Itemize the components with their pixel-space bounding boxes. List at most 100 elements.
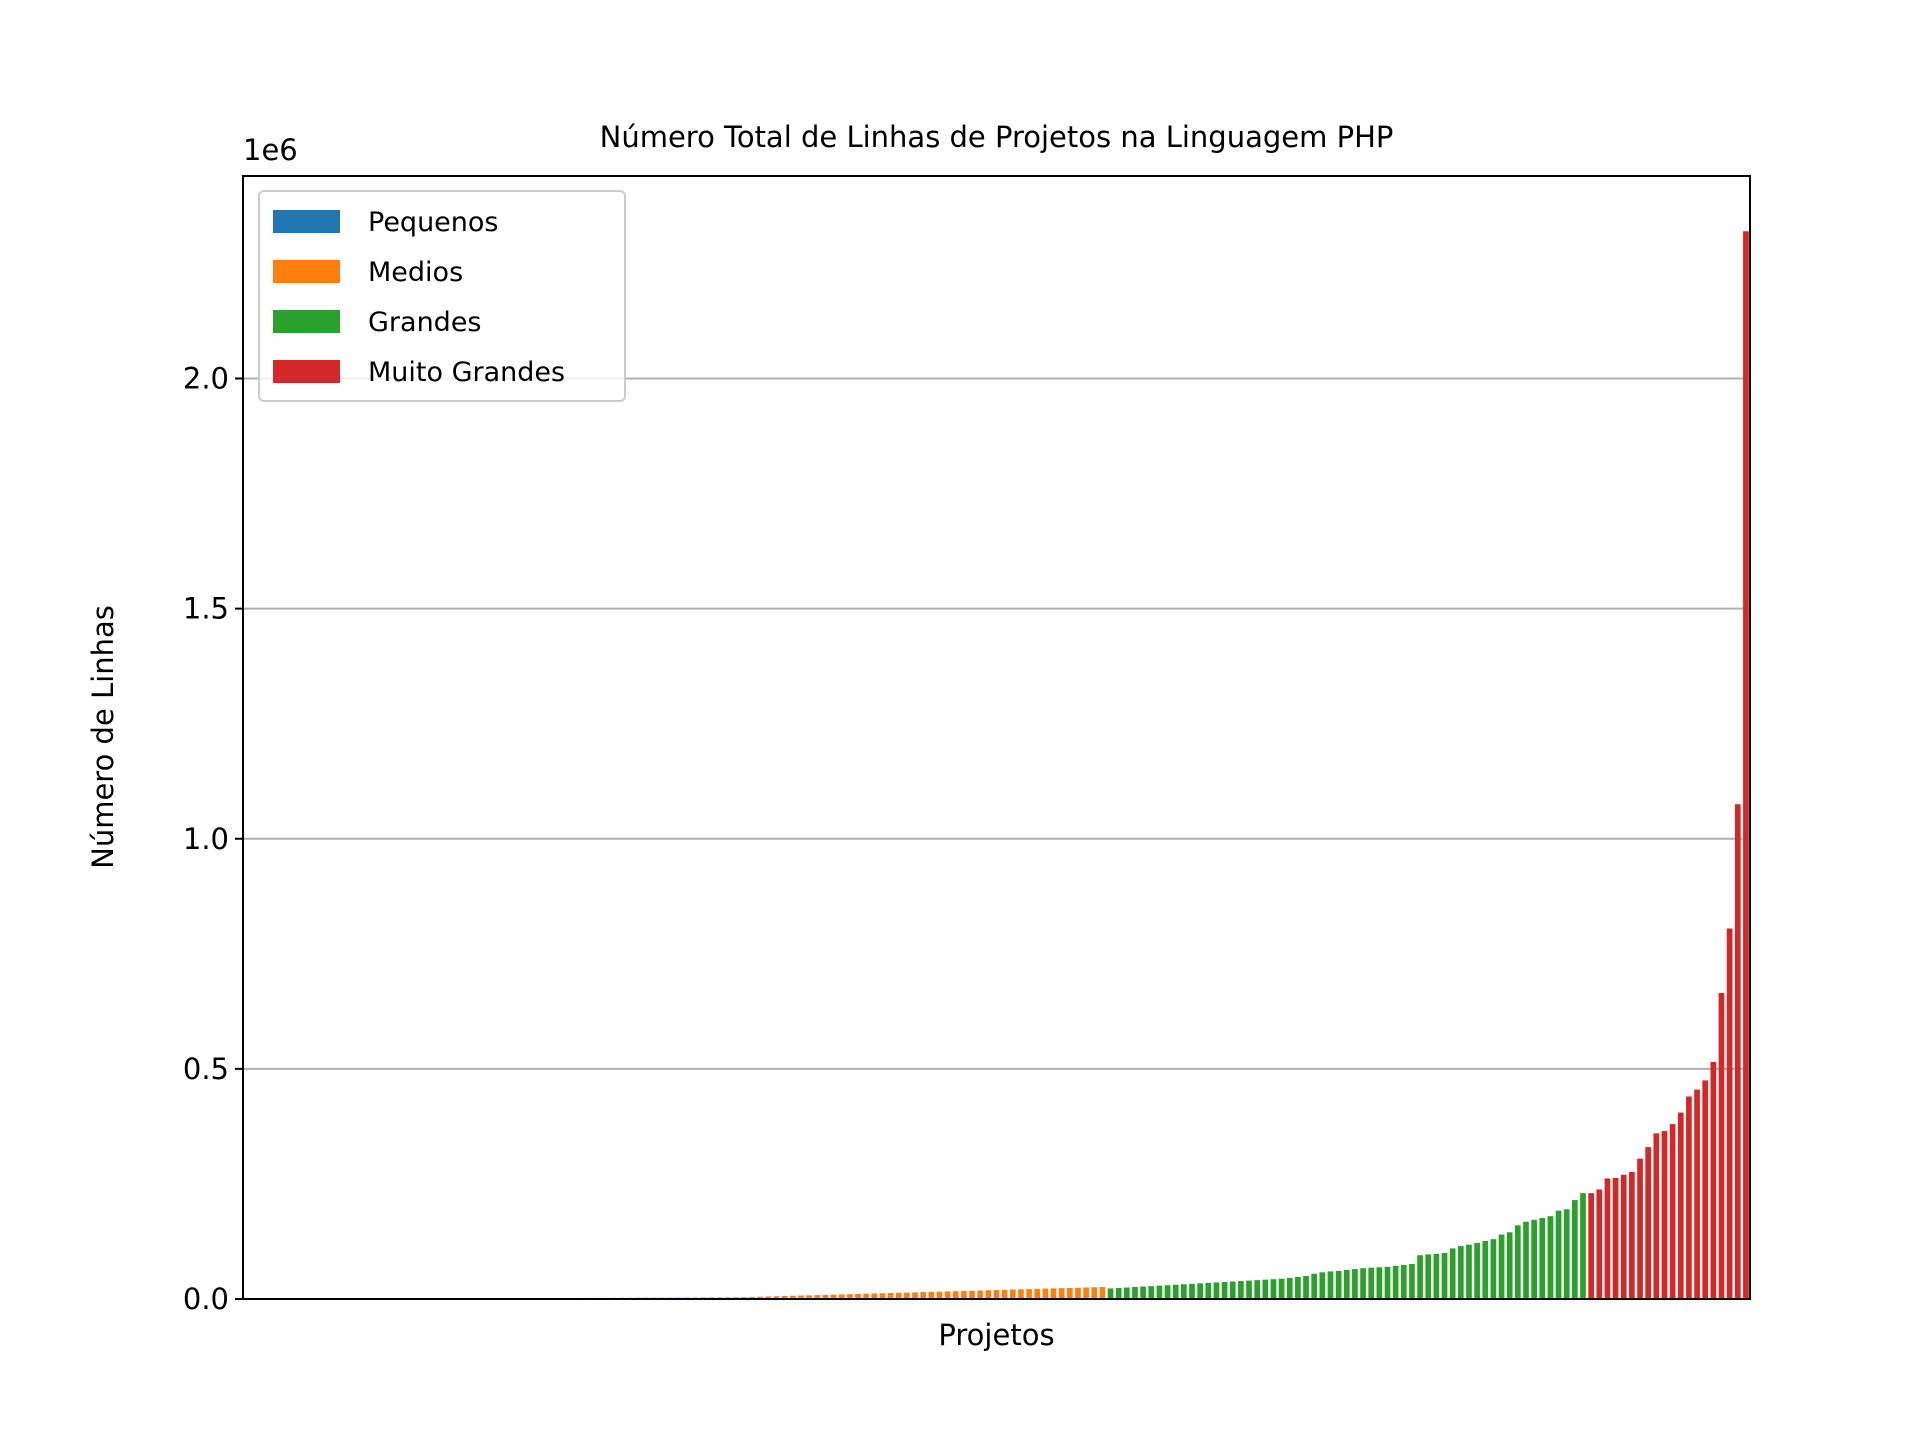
bar <box>1042 1288 1049 1299</box>
bar <box>1075 1287 1081 1299</box>
legend-box <box>258 190 626 402</box>
bar <box>977 1290 984 1299</box>
bar <box>1686 1096 1692 1299</box>
bar <box>1441 1252 1448 1299</box>
bar <box>1278 1278 1285 1299</box>
bar <box>1123 1287 1130 1299</box>
bar <box>1238 1281 1244 1299</box>
plot-frame <box>242 175 1751 1300</box>
y-tick-label: 1.0 <box>183 822 229 856</box>
bar <box>1645 1147 1652 1299</box>
bar <box>1726 928 1733 1299</box>
bar <box>1474 1242 1480 1299</box>
bar <box>879 1293 886 1299</box>
bar <box>1050 1288 1057 1299</box>
bar <box>838 1294 845 1299</box>
bar <box>887 1293 894 1299</box>
y-tick-label: 1.5 <box>183 592 229 626</box>
y-axis-ticks: 0.0 0.5 1.0 1.5 2.0 <box>183 362 243 1316</box>
bar <box>806 1295 812 1299</box>
bar <box>1400 1264 1407 1299</box>
bar <box>1148 1286 1155 1299</box>
bar <box>765 1296 772 1299</box>
bar <box>822 1294 829 1299</box>
bar <box>895 1292 902 1299</box>
bar <box>1286 1277 1293 1299</box>
bar <box>1189 1283 1195 1299</box>
legend-swatch <box>273 360 340 383</box>
bar <box>1417 1255 1423 1299</box>
bar <box>1213 1282 1220 1299</box>
legend-label: Medios <box>368 257 463 288</box>
bar <box>1506 1232 1513 1299</box>
bar <box>749 1296 755 1299</box>
bar <box>1360 1268 1366 1299</box>
bar <box>1580 1193 1586 1299</box>
bar <box>1490 1239 1497 1299</box>
bar <box>1433 1253 1440 1299</box>
bar <box>1612 1177 1619 1299</box>
bar <box>863 1293 870 1299</box>
bar <box>847 1294 853 1299</box>
bar <box>993 1290 1000 1299</box>
bar <box>1083 1287 1089 1299</box>
bar <box>1034 1288 1041 1299</box>
y-tick-label: 0.0 <box>183 1282 229 1316</box>
bar <box>1376 1267 1383 1299</box>
bars <box>244 231 1749 1300</box>
bar <box>1718 992 1725 1299</box>
bar <box>1466 1244 1472 1299</box>
bar <box>1181 1284 1187 1299</box>
bar <box>1409 1264 1415 1299</box>
bar <box>1164 1285 1171 1299</box>
bar <box>1368 1267 1375 1299</box>
bar <box>1604 1178 1611 1299</box>
bar <box>1009 1289 1016 1299</box>
bar <box>855 1293 861 1299</box>
bar <box>1710 1061 1717 1299</box>
bar <box>1449 1248 1456 1299</box>
bar <box>1099 1287 1106 1299</box>
bar <box>1629 1171 1635 1299</box>
bar <box>1091 1287 1098 1299</box>
bar <box>814 1295 821 1299</box>
bar <box>904 1292 910 1299</box>
bar <box>1335 1270 1342 1299</box>
bar <box>1669 1124 1676 1299</box>
bar <box>1547 1216 1554 1299</box>
bar <box>1596 1189 1603 1299</box>
y-tick-label: 2.0 <box>183 362 229 396</box>
y-axis-label: Número de Linhas <box>86 605 120 869</box>
bar <box>757 1296 764 1299</box>
bar <box>773 1296 780 1299</box>
bar <box>1653 1133 1660 1299</box>
bar <box>920 1292 927 1299</box>
bar <box>961 1290 967 1299</box>
bar <box>1018 1289 1024 1299</box>
bar <box>1637 1158 1643 1299</box>
x-axis-label: Projetos <box>938 1318 1054 1352</box>
bar <box>871 1293 878 1299</box>
bar <box>1384 1266 1391 1299</box>
bar <box>1262 1279 1269 1299</box>
bar <box>1523 1221 1529 1299</box>
bar <box>928 1291 935 1299</box>
bar <box>1531 1219 1537 1299</box>
bar <box>1425 1254 1432 1299</box>
legend-label: Pequenos <box>368 207 499 238</box>
bar <box>969 1290 975 1299</box>
bar <box>1677 1112 1684 1299</box>
bar <box>1498 1234 1505 1299</box>
bar <box>1303 1275 1309 1299</box>
bar <box>1539 1217 1546 1299</box>
bar <box>1058 1288 1065 1299</box>
bar <box>1156 1285 1163 1299</box>
bar <box>790 1295 796 1299</box>
bar <box>1572 1200 1578 1299</box>
bar <box>1734 804 1741 1299</box>
bar <box>1555 1210 1562 1299</box>
bar <box>1694 1089 1700 1299</box>
bar <box>1563 1209 1570 1299</box>
legend-label: Muito Grandes <box>368 357 565 388</box>
bar <box>1246 1280 1252 1299</box>
